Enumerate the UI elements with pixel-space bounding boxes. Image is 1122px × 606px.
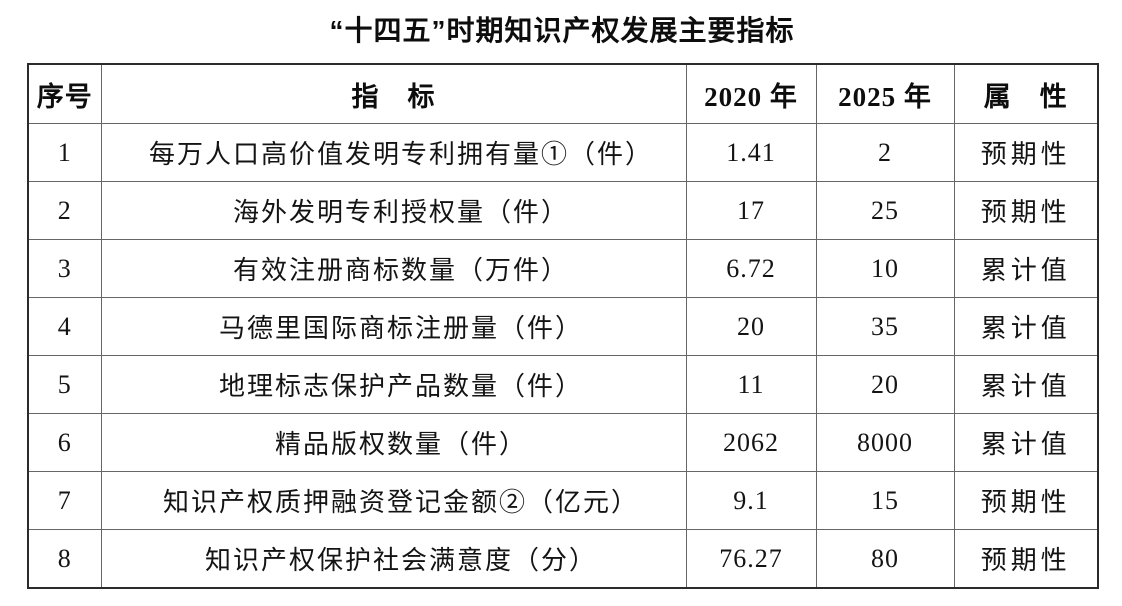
table-row: 1 每万人口高价值发明专利拥有量①（件） 1.41 2 预期性 [27,123,1099,182]
table-row: 7 知识产权质押融资登记金额②（亿元） 9.1 15 预期性 [27,471,1099,530]
table-row: 5 地理标志保护产品数量（件） 11 20 累计值 [27,355,1099,414]
cell-indicator: 地理标志保护产品数量（件） [100,355,687,414]
cell-no: 2 [27,181,102,240]
cell-2025-value: 2 [815,123,955,182]
cell-no: 8 [27,529,102,589]
cell-attr: 预期性 [953,123,1099,182]
cell-2020-value: 6.72 [685,239,817,298]
table-row: 4 马德里国际商标注册量（件） 20 35 累计值 [27,297,1099,356]
cell-attr: 累计值 [953,239,1099,298]
cell-2020-value: 9.1 [685,471,817,530]
cell-attr: 预期性 [953,181,1099,240]
cell-indicator: 有效注册商标数量（万件） [100,239,687,298]
col-header-2025: 2025 年 [815,63,955,124]
cell-attr: 累计值 [953,297,1099,356]
cell-2020-value: 2062 [685,413,817,472]
col-header-attr: 属 性 [953,63,1099,124]
table-row: 3 有效注册商标数量（万件） 6.72 10 累计值 [27,239,1099,298]
table-row: 6 精品版权数量（件） 2062 8000 累计值 [27,413,1099,472]
cell-attr: 预期性 [953,529,1099,589]
cell-2025-value: 15 [815,471,955,530]
cell-no: 1 [27,123,102,182]
col-header-2020: 2020 年 [685,63,817,124]
cell-indicator: 知识产权质押融资登记金额②（亿元） [100,471,687,530]
cell-2020-value: 11 [685,355,817,414]
cell-no: 7 [27,471,102,530]
cell-2025-value: 35 [815,297,955,356]
cell-attr: 累计值 [953,355,1099,414]
cell-indicator: 每万人口高价值发明专利拥有量①（件） [100,123,687,182]
cell-2025-value: 8000 [815,413,955,472]
cell-indicator: 海外发明专利授权量（件） [100,181,687,240]
cell-2020-value: 20 [685,297,817,356]
cell-2025-value: 80 [815,529,955,589]
table-row: 2 海外发明专利授权量（件） 17 25 预期性 [27,181,1099,240]
cell-2025-value: 10 [815,239,955,298]
cell-2020-value: 76.27 [685,529,817,589]
cell-2025-value: 25 [815,181,955,240]
cell-no: 5 [27,355,102,414]
table-row: 8 知识产权保护社会满意度（分） 76.27 80 预期性 [27,529,1099,589]
cell-2020-value: 1.41 [685,123,817,182]
col-header-no: 序号 [27,63,102,124]
cell-no: 4 [27,297,102,356]
col-header-indicator: 指 标 [100,63,687,124]
cell-no: 6 [27,413,102,472]
cell-attr: 累计值 [953,413,1099,472]
cell-no: 3 [27,239,102,298]
cell-2025-value: 20 [815,355,955,414]
cell-indicator: 知识产权保护社会满意度（分） [100,529,687,589]
table-title: “十四五”时期知识产权发展主要指标 [329,15,795,46]
cell-indicator: 马德里国际商标注册量（件） [100,297,687,356]
cell-2020-value: 17 [685,181,817,240]
cell-indicator: 精品版权数量（件） [100,413,687,472]
table-header-row: 序号 指 标 2020 年 2025 年 属 性 [27,63,1099,124]
cell-attr: 预期性 [953,471,1099,530]
indicators-table: 序号 指 标 2020 年 2025 年 属 性 1 每万人口高价值发明专利拥有… [27,63,1099,589]
